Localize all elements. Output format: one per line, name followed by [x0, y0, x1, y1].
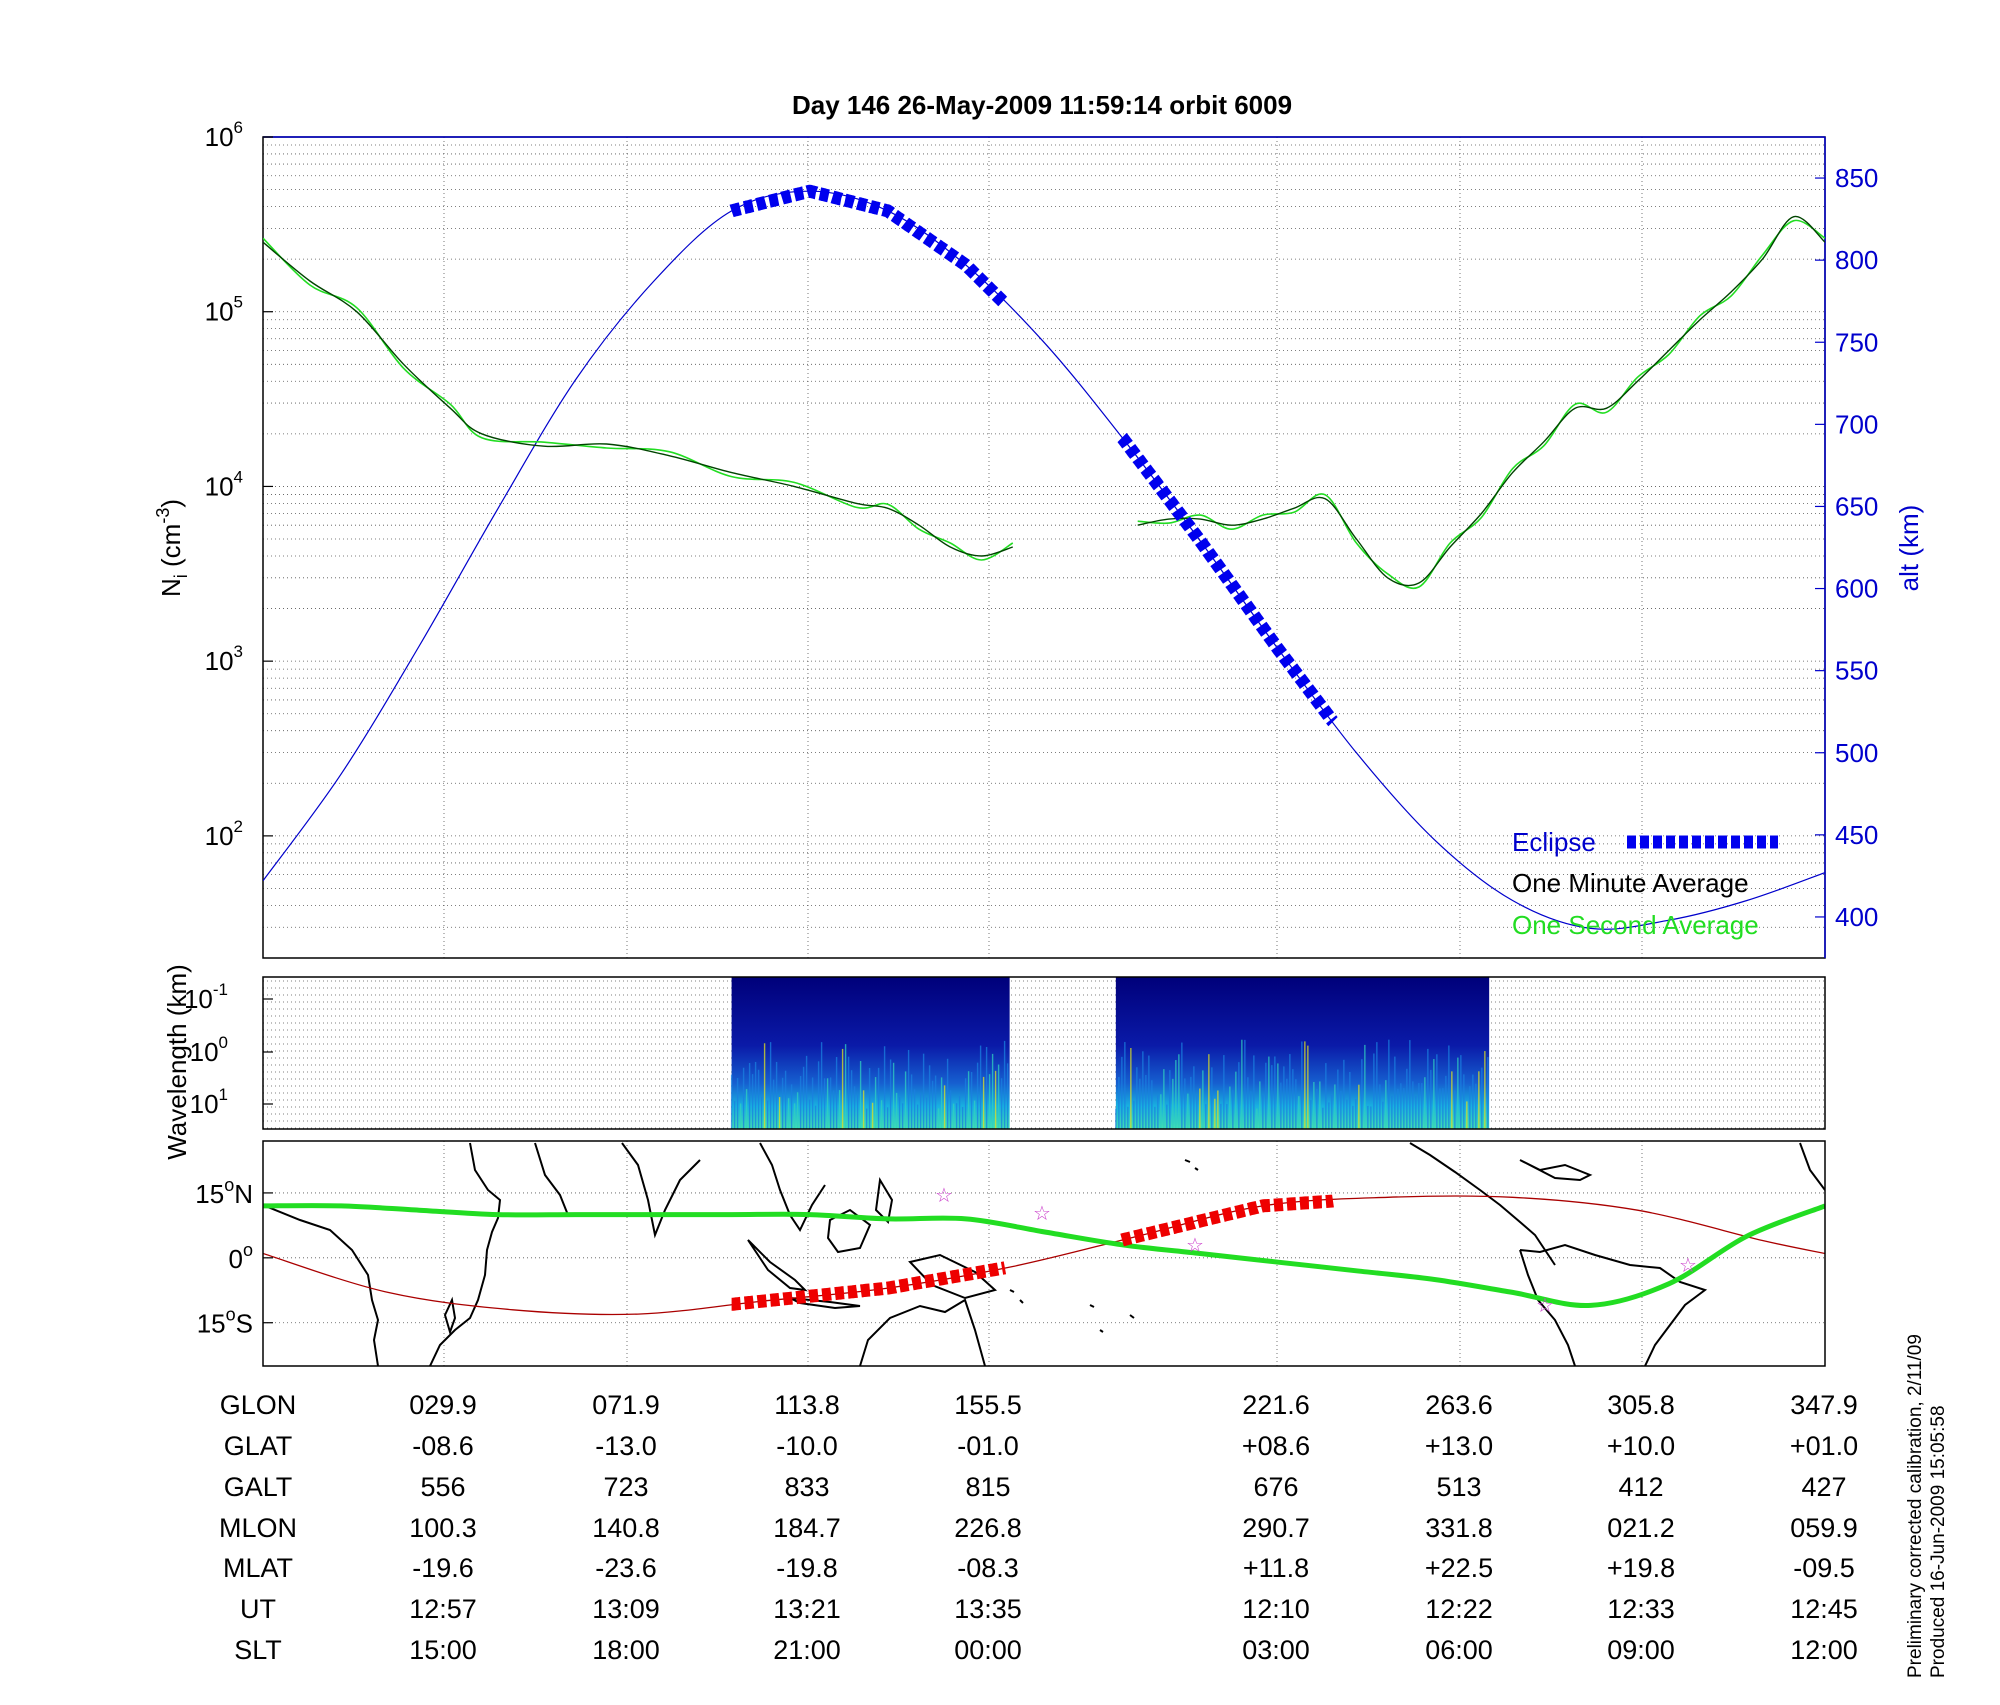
star-icon: ☆	[1536, 1295, 1554, 1317]
right-tick-label: 700	[1835, 409, 1878, 439]
right-tick-label: 500	[1835, 738, 1878, 768]
coastline-south-america	[1519, 1243, 1708, 1366]
spectrogram-panel: 10-1 100 101 Wavelength (km)	[162, 964, 1826, 1160]
legend-second-label: One Second Average	[1512, 910, 1759, 940]
left-tick-label: 103	[205, 642, 243, 676]
coastline-india	[621, 1142, 701, 1239]
coastline-pacific-islands	[1009, 1159, 1199, 1333]
ion-density-panel: 106 105 104 103 102 850 800 750 700 650 600 550 500…	[153, 118, 1924, 959]
coastline-north-america	[1409, 1142, 1556, 1266]
map-markers: ☆ ☆ ☆ ☆ ☆	[935, 1185, 1697, 1317]
map-tick-label: 15oS	[197, 1305, 253, 1339]
figure-title: Day 146 26-May-2009 11:59:14 orbit 6009	[792, 90, 1292, 120]
right-tick-label: 750	[1835, 327, 1878, 357]
legend: Eclipse One Minute Average One Second Av…	[1512, 827, 1778, 940]
spectrogram-tick-label: 10-1	[184, 980, 228, 1014]
right-tick-label: 800	[1835, 245, 1878, 275]
right-axis-ticks: 850 800 750 700 650 600 550 500 450 400	[1815, 163, 1878, 932]
minute-average-line	[1137, 215, 1825, 587]
right-axis-label: alt (km)	[1894, 505, 1924, 592]
side-note-produced: Produced 16-Jun-2009 15:05:58	[1928, 1405, 1949, 1678]
map-ticks: 15oN 0o 15oS	[195, 1175, 273, 1339]
top-grid	[263, 137, 1826, 959]
eclipse-markers-top	[729, 184, 1338, 727]
spectrogram-blocks	[730, 977, 1490, 1129]
star-icon: ☆	[1186, 1235, 1204, 1257]
second-average-line	[263, 237, 1014, 561]
spectrogram-tick-label: 100	[190, 1033, 228, 1067]
star-icon: ☆	[1679, 1255, 1697, 1277]
map-grid	[263, 1141, 1826, 1366]
eclipse-markers-map	[731, 1194, 1334, 1311]
map-frame	[262, 1140, 1826, 1367]
eclipse-segment	[729, 184, 1010, 309]
second-average-line	[1137, 219, 1825, 590]
minute-average-line	[263, 241, 1014, 557]
left-tick-label: 102	[205, 817, 243, 851]
right-tick-label: 650	[1835, 491, 1878, 521]
star-icon: ☆	[1033, 1203, 1051, 1225]
spectrogram-axis-label: Wavelength (km)	[162, 964, 192, 1160]
spectrogram-grid	[263, 980, 1825, 1129]
map-tick-label: 15oN	[195, 1175, 253, 1209]
coastline-australia	[859, 1298, 986, 1366]
right-tick-label: 400	[1835, 902, 1878, 932]
eclipse-segment	[1117, 432, 1338, 727]
spectrogram-frame	[262, 976, 1826, 1130]
coastline-africa	[429, 1142, 502, 1366]
coastline-caribbean	[1519, 1159, 1593, 1182]
right-tick-label: 550	[1835, 656, 1878, 686]
map-tick-label: 0o	[229, 1240, 253, 1274]
coastline-south-america-west	[1519, 1249, 1576, 1366]
left-tick-label: 105	[205, 293, 243, 327]
satellite-ground-track	[263, 1203, 1825, 1308]
coastline-sumatra	[747, 1239, 808, 1292]
coastlines	[263, 1142, 1825, 1366]
minute-average-lines	[263, 215, 1825, 587]
star-icon: ☆	[935, 1185, 953, 1207]
map-panel: ☆ ☆ ☆ ☆ ☆ 15oN 0o 15oS	[195, 1140, 1826, 1367]
left-tick-label: 106	[205, 118, 243, 152]
eclipse-segment-map	[1120, 1194, 1334, 1247]
spectrogram-ticks: 10-1 100 101	[184, 980, 273, 1119]
coastline-arabia	[534, 1142, 569, 1216]
side-note-calibration: Preliminary corrected calibration, 2/11/…	[1905, 1334, 1926, 1678]
left-axis-label: Ni (cm-3)	[153, 499, 191, 597]
right-tick-label: 450	[1835, 820, 1878, 850]
right-tick-label: 600	[1835, 574, 1878, 604]
altitude-line	[263, 190, 1825, 930]
left-tick-label: 104	[205, 467, 243, 501]
magnetic-equator-line	[263, 1195, 1825, 1316]
eclipse-segment-map	[731, 1261, 1007, 1311]
legend-eclipse-label: Eclipse	[1512, 827, 1596, 857]
right-tick-label: 850	[1835, 163, 1878, 193]
legend-minute-label: One Minute Average	[1512, 868, 1749, 898]
second-average-lines	[263, 219, 1825, 590]
spectrogram-tick-label: 101	[190, 1085, 228, 1119]
coastline-borneo	[826, 1208, 872, 1254]
coastline-africa-west	[263, 1204, 380, 1366]
coastline-philippines	[874, 1177, 894, 1225]
coastline-madagascar	[443, 1296, 457, 1336]
coastline-africa-east	[1799, 1142, 1825, 1191]
spectrogram-block	[731, 977, 1010, 1129]
left-axis-ticks: 106 105 104 103 102	[205, 118, 273, 851]
